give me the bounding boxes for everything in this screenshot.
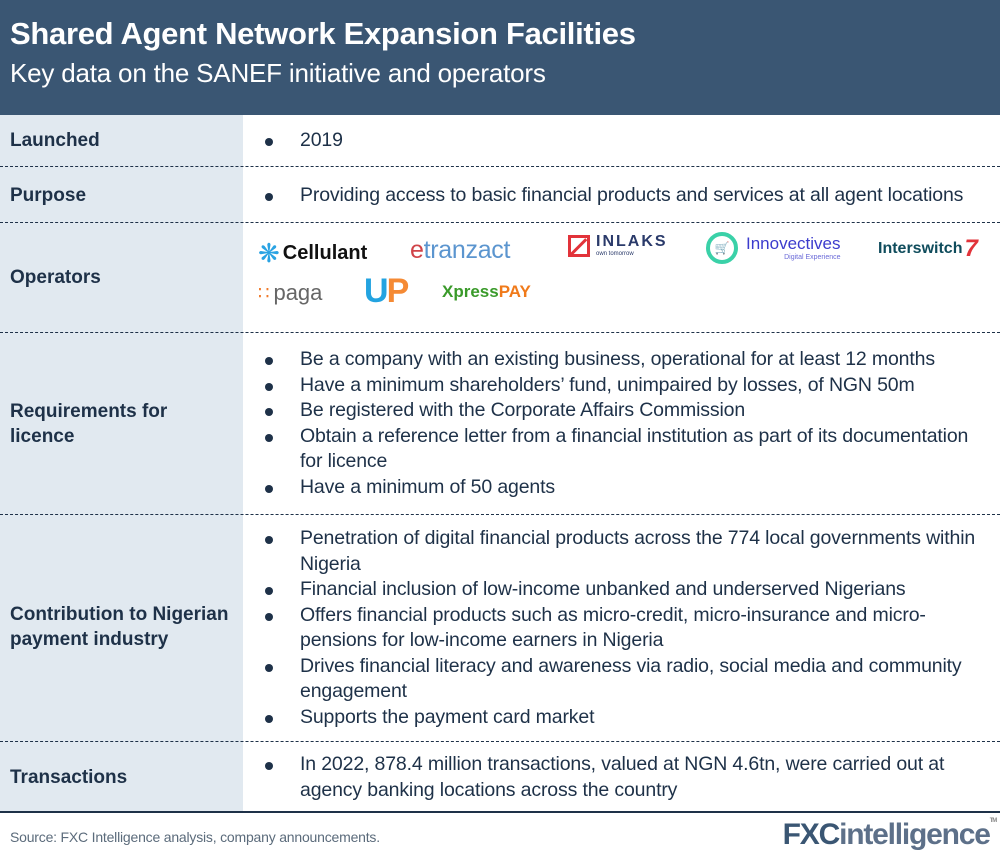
table-bottom-rule [0, 811, 1000, 813]
interswitch-logo: Interswitch 7 [878, 235, 978, 262]
operator-logos: ❋ Cellulant e tranzact INLAKS own tomorro… [258, 228, 998, 328]
page-title: Shared Agent Network Expansion Facilitie… [10, 16, 636, 51]
innovectives-logo: 🛒 Innovectives Digital Experience [706, 232, 841, 264]
bullet-item: Supports the payment card market [262, 705, 994, 731]
row-divider [0, 514, 1000, 515]
row-label: Purpose [10, 185, 87, 206]
bullet-item: Be a company with an existing business, … [262, 347, 994, 373]
interswitch-mark-icon: 7 [964, 235, 978, 262]
row-label: Requirements for licence [10, 401, 168, 447]
bullet-item: Penetration of digital financial product… [262, 526, 994, 577]
etranzact-logo: e tranzact [410, 236, 511, 264]
dots-icon: ∷ [258, 282, 270, 303]
bullet-item: In 2022, 878.4 million transactions, val… [262, 752, 994, 803]
bullet-item: Offers financial products such as micro-… [262, 603, 994, 654]
bullet-item: Have a minimum shareholders’ fund, unimp… [262, 373, 994, 399]
header-banner: Shared Agent Network Expansion Facilitie… [0, 0, 1000, 115]
row-label: Contribution to Nigerian payment industr… [10, 604, 229, 650]
row-operators: Operators ❋ Cellulant e tranzact INLAKS o… [0, 222, 1000, 332]
bullet-list: Penetration of digital financial product… [262, 526, 994, 730]
row-requirements: Requirements for licence Be a company wi… [0, 332, 1000, 514]
bullet-item: Have a minimum of 50 agents [262, 475, 994, 501]
bullet-item: Be registered with the Corporate Affairs… [262, 398, 994, 424]
bullet-item: Drives financial literacy and awareness … [262, 654, 994, 705]
bullet-list: 2019 [262, 128, 994, 154]
bullet-item: Financial inclusion of low-income unbank… [262, 577, 994, 603]
bullet-item: Obtain a reference letter from a financi… [262, 424, 994, 475]
bullet-list: In 2022, 878.4 million transactions, val… [262, 752, 994, 803]
label-column-background [0, 115, 243, 811]
cart-icon: 🛒 [706, 232, 738, 264]
info-table: Launched 2019 Purpose Providing access t… [0, 115, 1000, 813]
source-note: Source: FXC Intelligence analysis, compa… [10, 829, 380, 845]
cellulant-logo: ❋ Cellulant [258, 238, 368, 268]
xpresspay-logo: Xpress PAY [442, 282, 531, 301]
row-launched: Launched 2019 [0, 115, 1000, 166]
row-label: Operators [10, 267, 101, 288]
fxc-intelligence-logo: FXCintelligenceTM [782, 818, 998, 851]
inlaks-mark-icon [568, 235, 590, 257]
page-subtitle: Key data on the SANEF initiative and ope… [10, 58, 546, 88]
bullet-item: Providing access to basic financial prod… [262, 183, 994, 209]
row-purpose: Purpose Providing access to basic financ… [0, 166, 1000, 222]
row-divider [0, 741, 1000, 742]
row-divider [0, 332, 1000, 333]
row-divider [0, 222, 1000, 223]
inlaks-logo: INLAKS own tomorrow [568, 234, 668, 258]
row-label: Launched [10, 130, 100, 151]
row-label: Transactions [10, 767, 128, 788]
row-transactions: Transactions In 2022, 878.4 million tran… [0, 741, 1000, 811]
row-contribution: Contribution to Nigerian payment industr… [0, 514, 1000, 741]
bullet-list: Providing access to basic financial prod… [262, 183, 994, 209]
paga-logo: ∷ paga [258, 280, 323, 305]
row-divider [0, 166, 1000, 167]
bullet-item: 2019 [262, 128, 994, 154]
flower-icon: ❋ [258, 238, 280, 268]
bullet-list: Be a company with an existing business, … [262, 347, 994, 500]
